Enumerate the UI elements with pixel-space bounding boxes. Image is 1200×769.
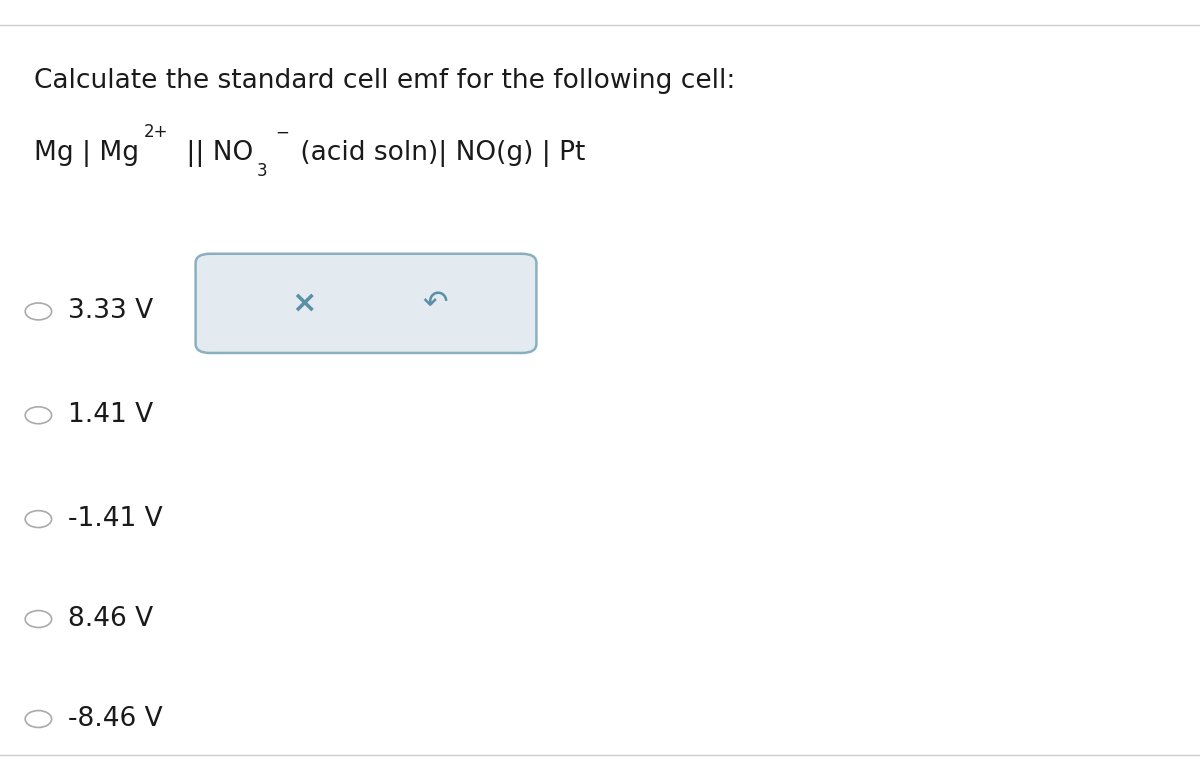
- Text: 3: 3: [257, 161, 268, 180]
- Circle shape: [25, 511, 52, 528]
- Text: −: −: [275, 123, 289, 141]
- Circle shape: [25, 303, 52, 320]
- Circle shape: [25, 611, 52, 628]
- Text: 2+: 2+: [144, 123, 168, 141]
- Text: || NO: || NO: [178, 140, 253, 168]
- Text: Mg | Mg: Mg | Mg: [34, 140, 139, 168]
- Text: ↶: ↶: [422, 289, 448, 318]
- Text: -1.41 V: -1.41 V: [68, 506, 163, 532]
- Text: 1.41 V: 1.41 V: [68, 402, 154, 428]
- Text: -8.46 V: -8.46 V: [68, 706, 163, 732]
- Text: (acid soln)| NO(g) | Pt: (acid soln)| NO(g) | Pt: [292, 140, 584, 168]
- Circle shape: [25, 711, 52, 727]
- Text: 8.46 V: 8.46 V: [68, 606, 154, 632]
- Circle shape: [25, 407, 52, 424]
- Text: 3.33 V: 3.33 V: [68, 298, 154, 325]
- Text: Calculate the standard cell emf for the following cell:: Calculate the standard cell emf for the …: [34, 68, 734, 94]
- Text: ×: ×: [290, 289, 317, 318]
- FancyBboxPatch shape: [196, 254, 536, 353]
